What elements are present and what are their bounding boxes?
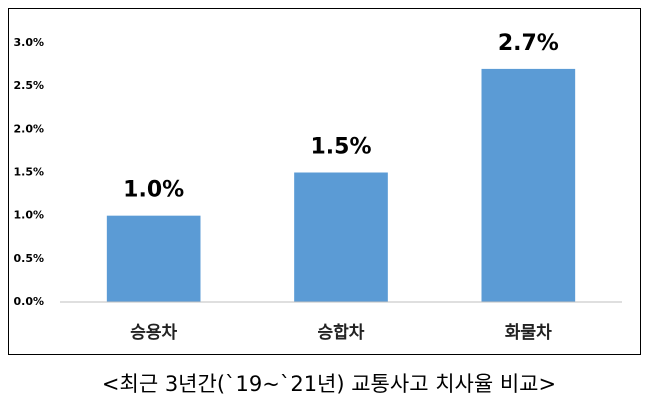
y-tick-label: 3.0%: [13, 36, 44, 49]
value-label: 1.5%: [310, 135, 371, 160]
bar: [106, 215, 201, 302]
y-tick-label: 1.0%: [13, 209, 44, 222]
chart-title: <최근 3년간(`19~`21년) 교통사고 치사율 비교>: [102, 372, 556, 396]
y-tick-label: 0.5%: [13, 252, 44, 265]
bar: [481, 68, 576, 303]
chart-border: [8, 8, 641, 355]
value-label: 1.0%: [123, 178, 184, 203]
x-tick-label: 화물차: [505, 323, 552, 343]
y-tick-label: 2.5%: [13, 79, 44, 92]
y-tick-label: 1.5%: [13, 166, 44, 179]
value-label: 2.7%: [498, 31, 559, 56]
y-tick-label: 2.0%: [13, 122, 44, 135]
x-tick-label: 승합차: [318, 322, 365, 343]
y-tick-label: 0.0%: [13, 295, 44, 308]
x-tick-label: 승용차: [130, 323, 177, 343]
bar: [294, 172, 388, 302]
